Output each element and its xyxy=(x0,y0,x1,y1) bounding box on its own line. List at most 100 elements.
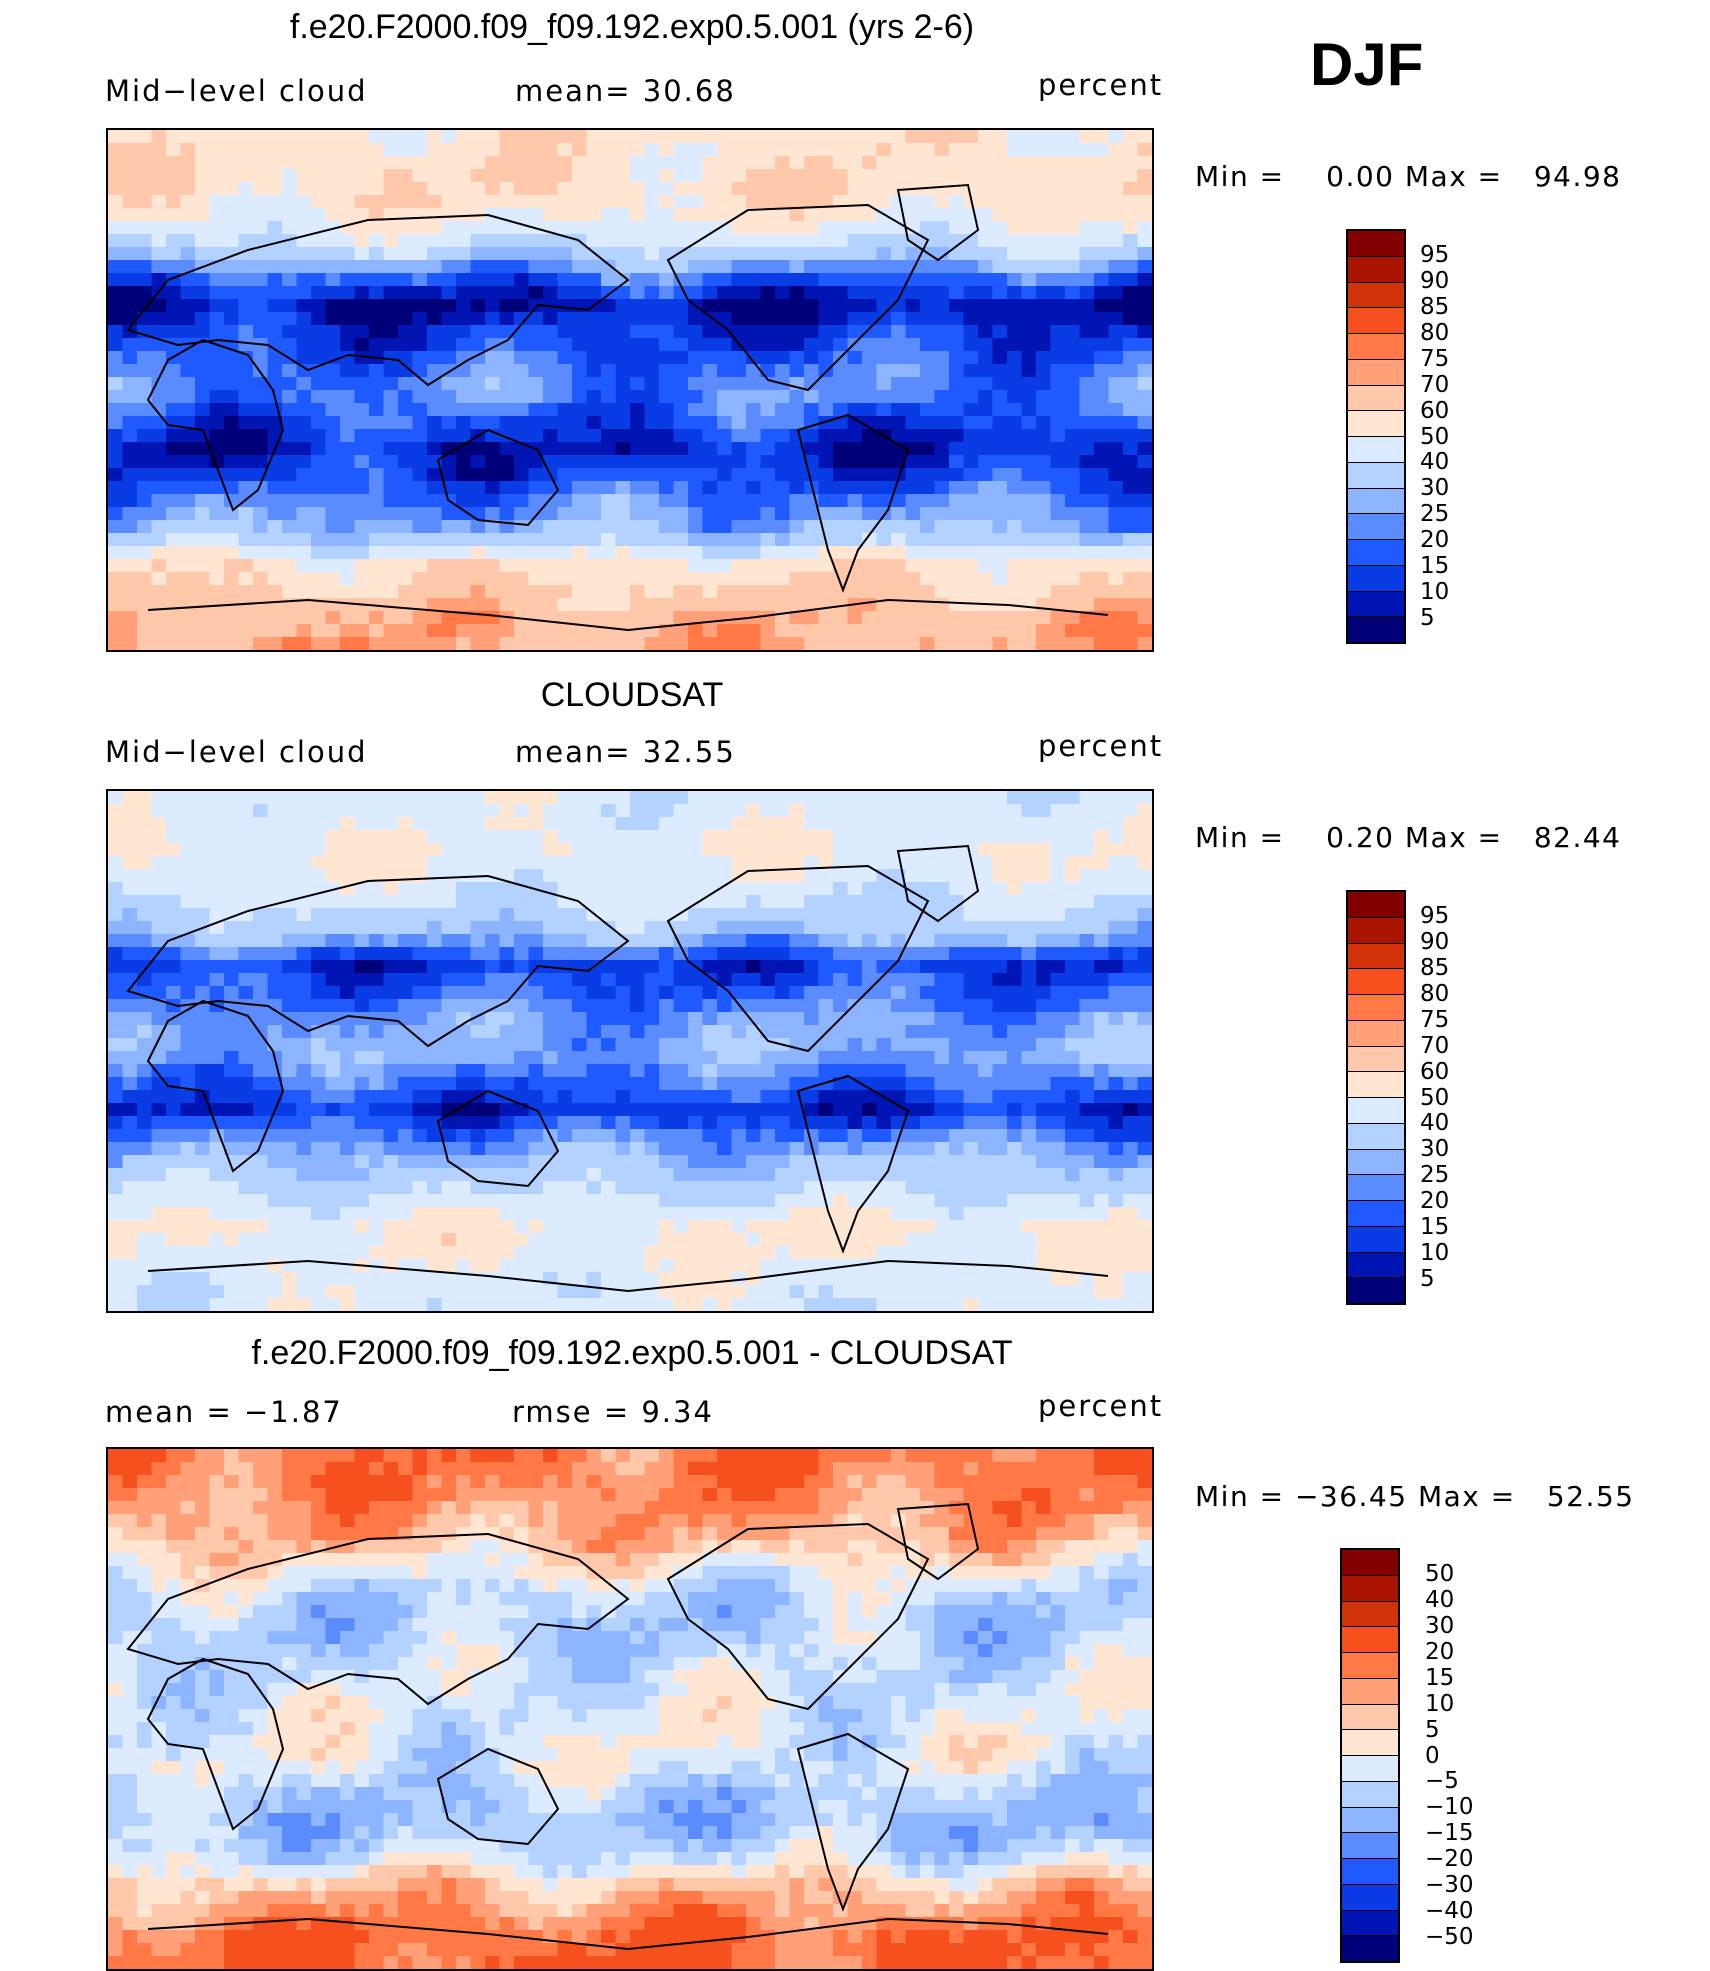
map-cell xyxy=(441,234,457,248)
map-cell xyxy=(862,156,878,170)
map-cell xyxy=(891,390,907,404)
map-cell xyxy=(224,804,240,818)
map-cell xyxy=(311,1116,327,1130)
map-cell xyxy=(644,624,660,638)
map-cell xyxy=(122,934,138,948)
map-cell xyxy=(441,637,457,650)
map-cell xyxy=(615,481,631,495)
map-cell xyxy=(978,221,994,235)
map-cell xyxy=(1050,260,1066,274)
map-cell xyxy=(644,429,660,443)
map-cell xyxy=(905,390,921,404)
map-cell xyxy=(340,934,356,948)
map-cell xyxy=(1137,208,1152,222)
map-cell xyxy=(789,1051,805,1065)
map-cell xyxy=(543,572,559,586)
map-cell xyxy=(238,312,254,326)
map-cell xyxy=(224,182,240,196)
map-cell xyxy=(934,908,950,922)
map-cell xyxy=(847,312,863,326)
map-cell xyxy=(963,455,979,469)
map-cell xyxy=(1036,364,1052,378)
map-cell xyxy=(717,221,733,235)
map-cell xyxy=(195,934,211,948)
map-cell xyxy=(760,947,776,961)
map-cell xyxy=(586,572,602,586)
map-cell xyxy=(137,856,153,870)
map-cell xyxy=(528,247,544,261)
map-cell xyxy=(398,882,414,896)
map-cell xyxy=(209,546,225,560)
map-cell xyxy=(992,338,1008,352)
map-cell xyxy=(456,895,472,909)
map-cell xyxy=(746,895,762,909)
map-cell xyxy=(557,533,573,547)
map-cell xyxy=(949,908,965,922)
map-cell xyxy=(238,455,254,469)
map-cell xyxy=(760,442,776,456)
map-cell xyxy=(470,195,486,209)
map-cell xyxy=(1065,533,1081,547)
map-cell xyxy=(528,325,544,339)
map-cell xyxy=(992,947,1008,961)
map-cell xyxy=(311,830,327,844)
map-cell xyxy=(731,572,747,586)
map-cell xyxy=(818,856,834,870)
map-cell xyxy=(1137,637,1152,650)
map-cell xyxy=(528,817,544,831)
map-cell xyxy=(688,999,704,1013)
map-cell xyxy=(1108,234,1124,248)
map-cell xyxy=(934,804,950,818)
map-cell xyxy=(108,195,124,209)
map-cell xyxy=(151,325,167,339)
map-cell xyxy=(514,559,530,573)
map-cell xyxy=(108,624,124,638)
map-cell xyxy=(891,999,907,1013)
map-cell xyxy=(644,1038,660,1052)
map-cell xyxy=(557,195,573,209)
map-cell xyxy=(789,986,805,1000)
map-cell xyxy=(1050,208,1066,222)
map-cell xyxy=(470,934,486,948)
map-cell xyxy=(789,286,805,300)
map-cell xyxy=(804,624,820,638)
map-cell xyxy=(1094,791,1110,805)
map-cell xyxy=(1108,403,1124,417)
map-cell xyxy=(514,273,530,287)
map-cell xyxy=(151,882,167,896)
map-cell xyxy=(717,156,733,170)
map-cell xyxy=(1050,325,1066,339)
map-cell xyxy=(1108,221,1124,235)
map-cell xyxy=(499,934,515,948)
colorbar-tick-label: 30 xyxy=(1420,475,1450,502)
map-cell xyxy=(673,182,689,196)
map-cell xyxy=(528,934,544,948)
map-cell xyxy=(1108,1038,1124,1052)
map-cell xyxy=(282,260,298,274)
map-cell xyxy=(891,195,907,209)
map-cell xyxy=(1079,455,1095,469)
map-cell xyxy=(630,156,646,170)
map-cell xyxy=(659,377,675,391)
map-cell xyxy=(456,312,472,326)
map-cell xyxy=(369,286,385,300)
map-cell xyxy=(1123,921,1139,935)
map-cell xyxy=(1065,1090,1081,1104)
map-cell xyxy=(180,791,196,805)
map-cell xyxy=(1065,817,1081,831)
map-cell xyxy=(615,585,631,599)
map-cell xyxy=(702,1064,718,1078)
map-cell xyxy=(630,973,646,987)
map-cell xyxy=(949,830,965,844)
map-cell xyxy=(499,364,515,378)
map-cell xyxy=(760,416,776,430)
map-cell xyxy=(369,195,385,209)
map-cell xyxy=(166,1116,182,1130)
map-cell xyxy=(572,1116,588,1130)
map-cell xyxy=(615,1142,631,1156)
map-cell xyxy=(963,1038,979,1052)
map-cell xyxy=(659,1064,675,1078)
map-cell xyxy=(456,1064,472,1078)
map-cell xyxy=(804,999,820,1013)
map-cell xyxy=(528,947,544,961)
